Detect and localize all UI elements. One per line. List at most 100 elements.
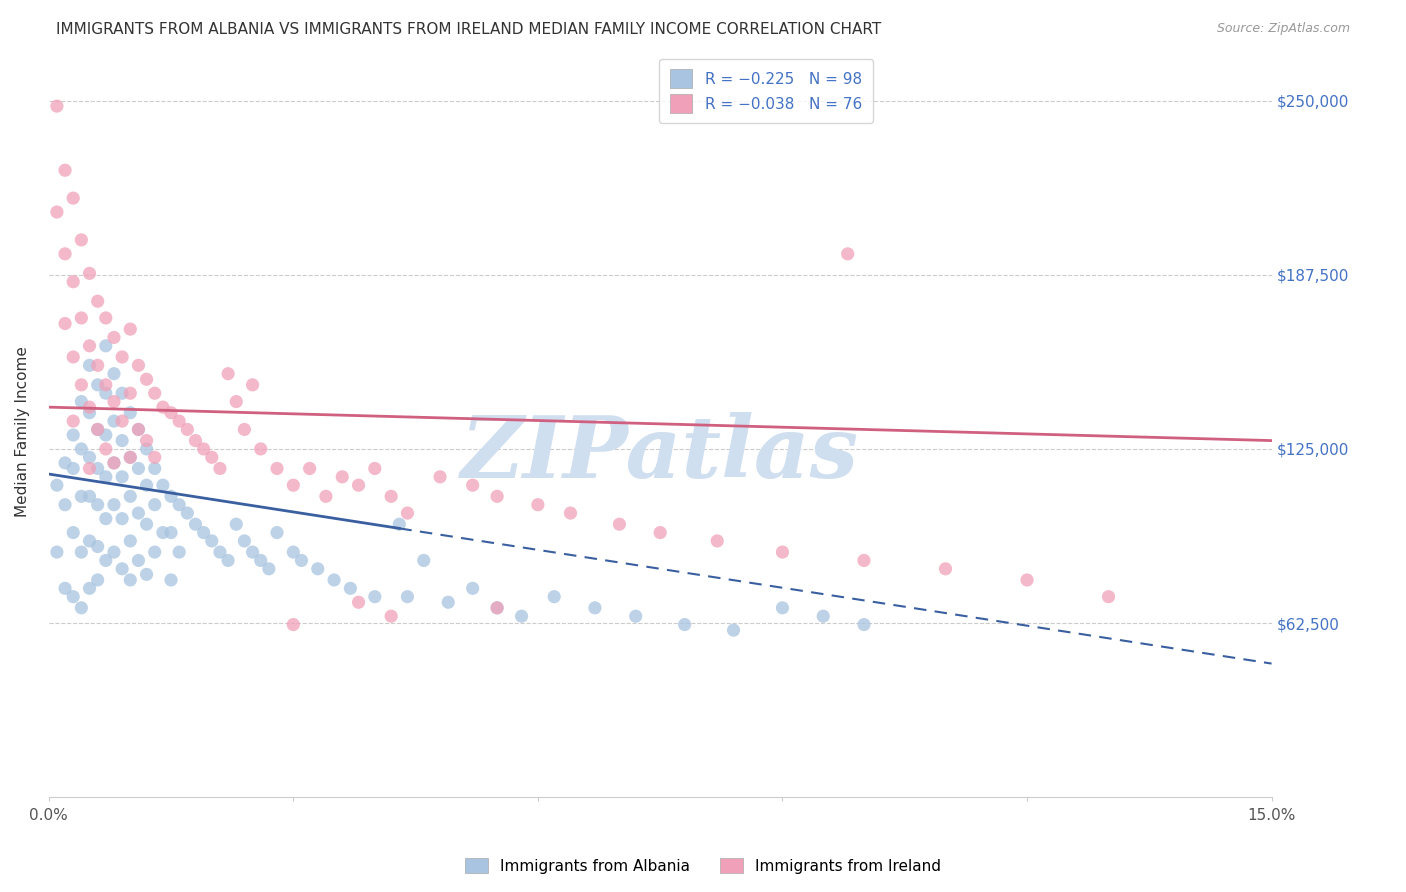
Point	[53, 498, 76, 512]
Y-axis label: Median Family Income: Median Family Income	[15, 346, 30, 517]
Point	[86, 294, 108, 309]
Point	[120, 450, 142, 465]
Point	[135, 434, 157, 448]
Point	[70, 310, 93, 325]
Point	[233, 533, 256, 548]
Point	[152, 525, 174, 540]
Point	[79, 461, 101, 475]
Point	[127, 359, 149, 373]
Point	[94, 511, 117, 525]
Point	[266, 461, 288, 475]
Text: IMMIGRANTS FROM ALBANIA VS IMMIGRANTS FROM IRELAND MEDIAN FAMILY INCOME CORRELAT: IMMIGRANTS FROM ALBANIA VS IMMIGRANTS FR…	[56, 22, 882, 37]
Point	[193, 525, 215, 540]
Point	[225, 394, 247, 409]
Point	[233, 422, 256, 436]
Point	[62, 461, 84, 475]
Point	[706, 533, 728, 548]
Point	[79, 450, 101, 465]
Point	[934, 562, 956, 576]
Point	[364, 590, 387, 604]
Point	[143, 545, 166, 559]
Point	[193, 442, 215, 456]
Point	[176, 506, 198, 520]
Point	[152, 478, 174, 492]
Point	[79, 582, 101, 596]
Point	[143, 461, 166, 475]
Point	[1015, 573, 1038, 587]
Point	[560, 506, 582, 520]
Point	[94, 470, 117, 484]
Point	[283, 478, 305, 492]
Point	[167, 545, 190, 559]
Point	[86, 498, 108, 512]
Point	[347, 595, 370, 609]
Point	[143, 498, 166, 512]
Point	[120, 533, 142, 548]
Point	[127, 506, 149, 520]
Point	[53, 163, 76, 178]
Point	[486, 600, 509, 615]
Point	[624, 609, 647, 624]
Point	[103, 414, 125, 428]
Point	[70, 442, 93, 456]
Point	[79, 400, 101, 414]
Point	[242, 545, 264, 559]
Point	[120, 386, 142, 401]
Point	[127, 422, 149, 436]
Point	[330, 470, 353, 484]
Point	[583, 600, 606, 615]
Point	[70, 489, 93, 503]
Point	[127, 553, 149, 567]
Point	[103, 498, 125, 512]
Point	[543, 590, 565, 604]
Point	[396, 590, 419, 604]
Point	[111, 350, 134, 364]
Point	[242, 377, 264, 392]
Point	[249, 553, 271, 567]
Point	[127, 422, 149, 436]
Point	[53, 456, 76, 470]
Point	[266, 525, 288, 540]
Point	[217, 367, 239, 381]
Point	[650, 525, 672, 540]
Point	[486, 489, 509, 503]
Point	[208, 461, 231, 475]
Legend: Immigrants from Albania, Immigrants from Ireland: Immigrants from Albania, Immigrants from…	[458, 852, 948, 880]
Point	[225, 517, 247, 532]
Point	[111, 470, 134, 484]
Point	[208, 545, 231, 559]
Point	[103, 545, 125, 559]
Point	[290, 553, 312, 567]
Point	[380, 489, 402, 503]
Point	[45, 99, 67, 113]
Point	[62, 275, 84, 289]
Point	[135, 478, 157, 492]
Point	[94, 553, 117, 567]
Point	[135, 442, 157, 456]
Point	[152, 400, 174, 414]
Point	[396, 506, 419, 520]
Point	[184, 434, 207, 448]
Point	[86, 461, 108, 475]
Point	[94, 377, 117, 392]
Point	[837, 247, 859, 261]
Point	[120, 489, 142, 503]
Point	[120, 406, 142, 420]
Point	[852, 617, 875, 632]
Point	[201, 450, 224, 465]
Point	[86, 422, 108, 436]
Point	[86, 359, 108, 373]
Point	[380, 609, 402, 624]
Point	[143, 450, 166, 465]
Point	[103, 456, 125, 470]
Point	[307, 562, 329, 576]
Point	[176, 422, 198, 436]
Point	[79, 489, 101, 503]
Point	[62, 350, 84, 364]
Point	[70, 600, 93, 615]
Point	[94, 386, 117, 401]
Point	[364, 461, 387, 475]
Point	[45, 205, 67, 219]
Point	[94, 310, 117, 325]
Text: Source: ZipAtlas.com: Source: ZipAtlas.com	[1216, 22, 1350, 36]
